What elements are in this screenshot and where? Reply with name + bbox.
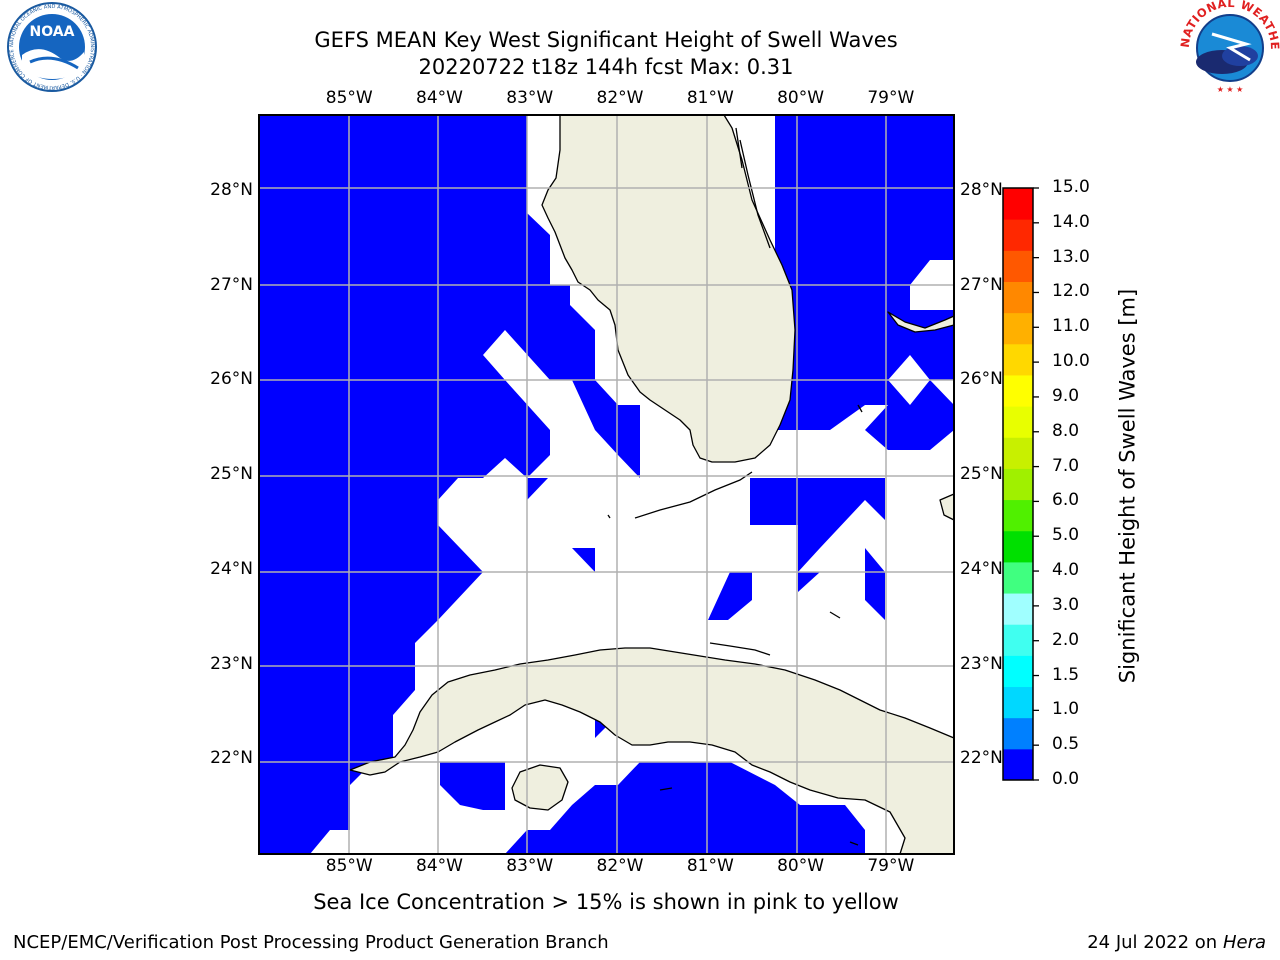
lon-tick-bottom: 81°W xyxy=(686,856,734,876)
colorbar-segment xyxy=(1003,530,1033,563)
colorbar-tick-label: 8.0 xyxy=(1052,420,1080,441)
lon-tick-bottom: 80°W xyxy=(777,856,825,876)
lon-tick-top: 84°W xyxy=(416,88,463,108)
lat-tick-left: 25°N xyxy=(210,464,253,485)
colorbar-segment xyxy=(1003,343,1033,376)
land-masses xyxy=(349,114,955,855)
lat-tick-right: 23°N xyxy=(960,653,1003,674)
colorbar-tick-label: 9.0 xyxy=(1052,385,1080,406)
swell-patch xyxy=(572,548,595,572)
colorbar-frame xyxy=(1002,187,1034,781)
colorbar-segment xyxy=(1003,593,1033,625)
lon-tick-bottom: 83°W xyxy=(506,856,554,876)
colorbar-segment xyxy=(1003,250,1033,282)
lat-tick-left: 26°N xyxy=(210,369,253,390)
colorbar-segment xyxy=(1003,655,1033,688)
swell-height-field xyxy=(259,115,954,854)
lon-tick-top: 85°W xyxy=(325,88,373,108)
colorbar-tick-label: 7.0 xyxy=(1052,455,1080,476)
colorbar-segment xyxy=(1003,561,1033,594)
colorbar-segment xyxy=(1003,468,1033,501)
colorbar-segment xyxy=(1003,406,1033,438)
colorbar-tick-label: 0.0 xyxy=(1052,769,1080,789)
colorbar-tick-label: 10.0 xyxy=(1052,351,1090,372)
colorbar-segment xyxy=(1003,219,1033,251)
swell-patch xyxy=(505,762,865,854)
lon-tick-top: 80°W xyxy=(777,88,825,108)
footer-date-text: 24 Jul 2022 on xyxy=(1087,932,1223,953)
lat-tick-left: 28°N xyxy=(210,179,253,200)
lat-tick-right: 28°N xyxy=(960,179,1003,200)
chart-title: GEFS MEAN Key West Significant Height of… xyxy=(314,28,898,52)
lon-tick-bottom: 79°W xyxy=(867,856,915,876)
lon-tick-top: 83°W xyxy=(506,88,554,108)
colorbar-tick-label: 1.5 xyxy=(1052,664,1080,685)
cuba-island xyxy=(349,647,955,855)
colorbar-tick-label: 3.0 xyxy=(1052,594,1080,615)
colorbar-tick-label: 11.0 xyxy=(1052,316,1090,337)
colorbar-segment xyxy=(1003,188,1033,220)
florida-peninsula xyxy=(541,114,796,463)
lat-tick-left: 27°N xyxy=(210,274,253,295)
lat-tick-right: 22°N xyxy=(960,748,1003,769)
isla-de-la-juventud xyxy=(511,764,569,811)
footer-host: Hera xyxy=(1222,932,1266,953)
colorbar-segment xyxy=(1003,748,1033,781)
svg-text:★ ★ ★: ★ ★ ★ xyxy=(1217,85,1244,94)
colorbar-segment xyxy=(1003,281,1033,314)
swell-patch xyxy=(527,478,548,500)
colorbar-tick-label: 14.0 xyxy=(1052,211,1090,232)
footer-date: 24 Jul 2022 on Hera xyxy=(1087,932,1266,953)
map-frame xyxy=(258,114,955,855)
noaa-logo-text: NOAA xyxy=(30,24,75,40)
islets xyxy=(607,127,863,846)
lat-tick-left: 23°N xyxy=(210,653,253,674)
colorbar-segment xyxy=(1003,686,1033,719)
colorbar-tick-label: 2.0 xyxy=(1052,629,1080,650)
lat-tick-left: 22°N xyxy=(210,748,253,769)
colorbar-tick-label: 6.0 xyxy=(1052,490,1080,511)
colorbar-segment xyxy=(1003,312,1033,345)
colorbar-tick-label: 15.0 xyxy=(1052,177,1090,197)
swell-patch xyxy=(572,380,640,478)
swell-patch xyxy=(708,572,752,620)
lat-tick-left: 24°N xyxy=(210,558,253,579)
lat-tick-right: 27°N xyxy=(960,274,1003,295)
colorbar-segment xyxy=(1003,437,1033,469)
colorbar-label: Significant Height of Swell Waves [m] xyxy=(1115,288,1140,684)
swell-patch xyxy=(798,572,820,592)
sea-ice-note: Sea Ice Concentration > 15% is shown in … xyxy=(313,890,899,914)
lat-tick-right: 25°N xyxy=(960,464,1003,485)
lon-tick-bottom: 85°W xyxy=(325,856,373,876)
lat-tick-right: 24°N xyxy=(960,558,1003,579)
colorbar-tick-label: 5.0 xyxy=(1052,525,1080,546)
colorbar-tick-label: 1.0 xyxy=(1052,699,1080,720)
footer-credit: NCEP/EMC/Verification Post Processing Pr… xyxy=(13,932,609,953)
colorbar-tick-label: 4.0 xyxy=(1052,560,1080,581)
colorbar-tick-label: 13.0 xyxy=(1052,246,1090,267)
lon-tick-bottom: 82°W xyxy=(596,856,644,876)
lon-tick-top: 81°W xyxy=(686,88,734,108)
lat-tick-right: 26°N xyxy=(960,369,1003,390)
noaa-logo: NOAA NATIONAL OCEANIC AND ATMOSPHERIC AD… xyxy=(7,2,97,92)
colorbar-segment xyxy=(1003,624,1033,656)
colorbar-segment xyxy=(1003,717,1033,750)
colorbar-segment xyxy=(1003,499,1033,532)
chart-subtitle: 20220722 t18z 144h fcst Max: 0.31 xyxy=(418,55,794,79)
graticule xyxy=(259,115,954,854)
lon-tick-top: 79°W xyxy=(867,88,915,108)
colorbar-segment xyxy=(1003,374,1033,407)
lon-tick-bottom: 84°W xyxy=(416,856,463,876)
colorbar-tick-label: 0.5 xyxy=(1052,734,1080,755)
colorbar-tick-label: 12.0 xyxy=(1052,281,1090,302)
colorbar xyxy=(1003,187,1039,781)
lon-tick-top: 82°W xyxy=(596,88,644,108)
